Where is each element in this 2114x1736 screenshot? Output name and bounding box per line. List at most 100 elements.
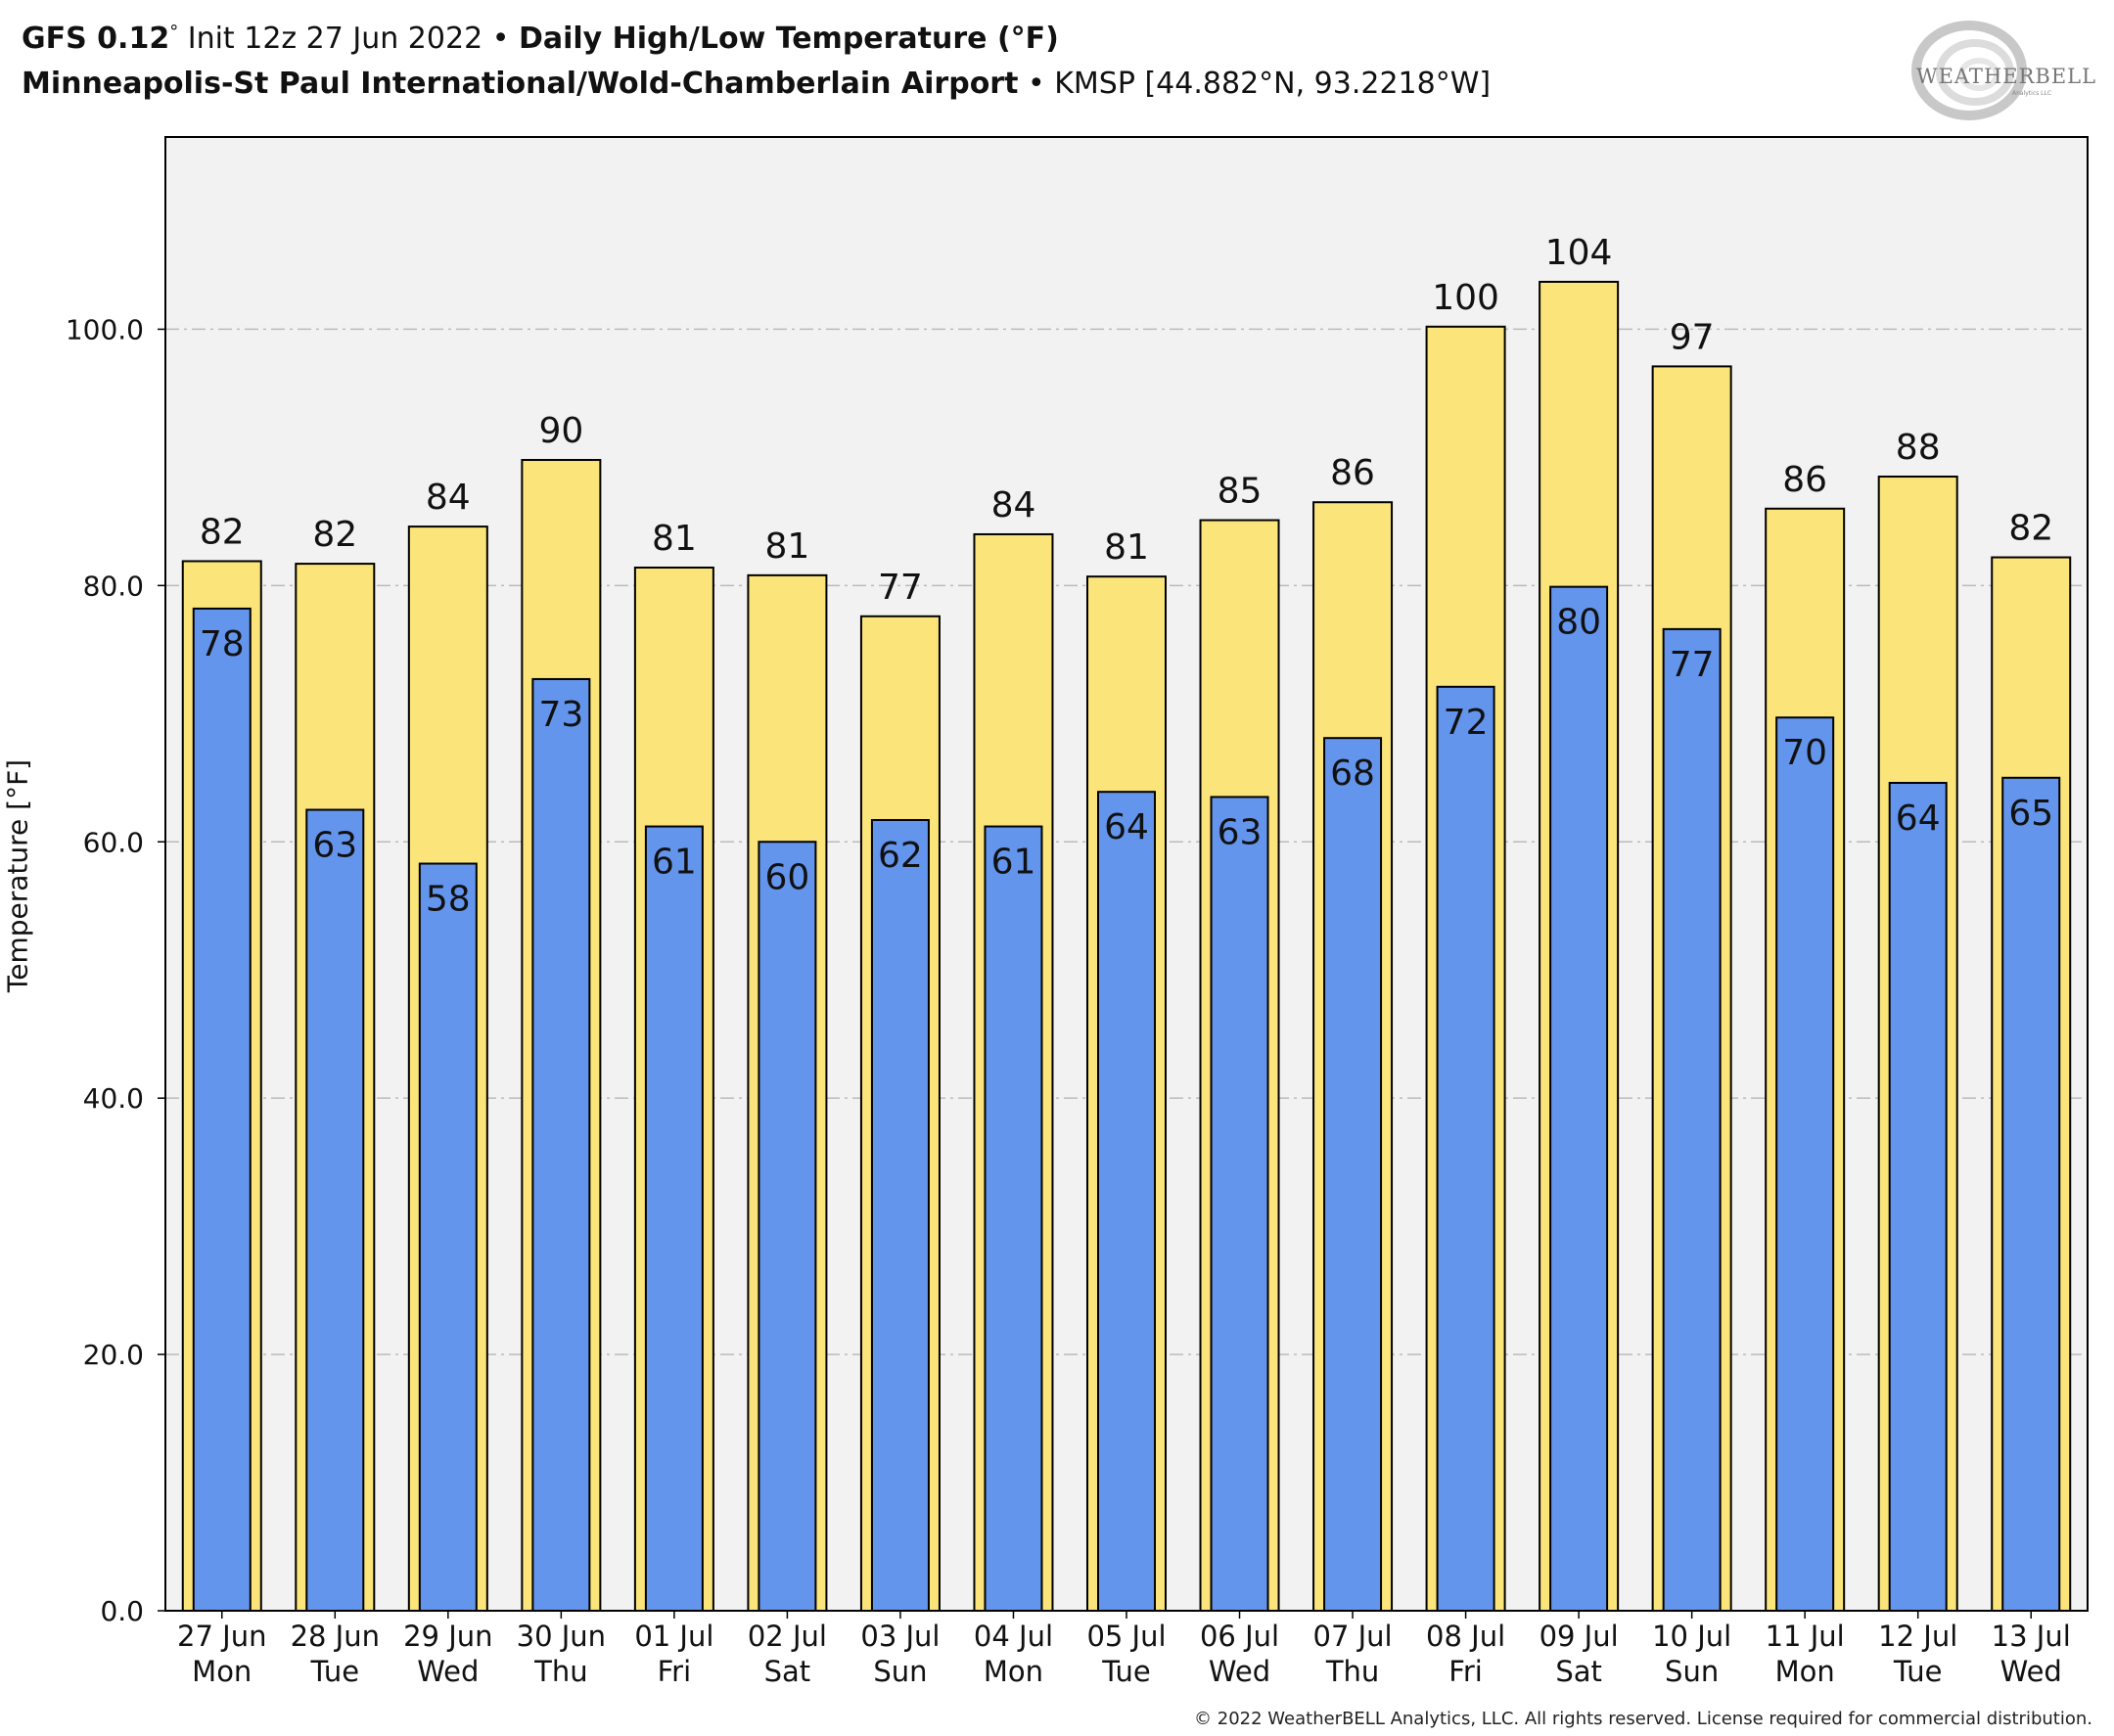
x-tick-weekday: Thu [1325, 1655, 1379, 1688]
x-tick-date: 27 Jun [177, 1620, 266, 1653]
low-bar [870, 818, 930, 1612]
x-tick-date: 07 Jul [1313, 1620, 1393, 1653]
chart-title: Daily High/Low Temperature (°F) [518, 22, 1059, 56]
y-tick-label: 0.0 [100, 1595, 144, 1627]
low-bar [1662, 627, 1722, 1612]
high-value-label: 84 [991, 485, 1036, 525]
x-tick-weekday: Wed [2000, 1655, 2062, 1688]
y-tick-label: 20.0 [83, 1339, 144, 1371]
low-value-label: 73 [538, 695, 583, 735]
x-tick-date: 04 Jul [974, 1620, 1053, 1653]
high-value-label: 90 [538, 411, 583, 451]
y-tick-label: 40.0 [83, 1082, 144, 1115]
x-tick-date: 06 Jul [1200, 1620, 1279, 1653]
low-value-label: 63 [312, 826, 357, 866]
low-value-label: 80 [1556, 603, 1601, 643]
x-tick-weekday: Sun [1665, 1655, 1719, 1688]
low-value-label: 62 [878, 836, 923, 876]
weatherbell-logo: WEATHERBELL Analytics LLC [1908, 14, 2095, 121]
x-tick-date: 30 Jun [517, 1620, 606, 1653]
low-bar [1097, 791, 1156, 1612]
x-tick-date: 02 Jul [748, 1620, 827, 1653]
chart-header: GFS 0.12° Init 12z 27 Jun 2022 • Daily H… [22, 10, 1881, 107]
location-name: Minneapolis-St Paul International/Wold-C… [22, 67, 1019, 101]
low-bar [1775, 716, 1835, 1612]
logo-subtext: Analytics LLC [2012, 90, 2052, 97]
low-bar [1210, 796, 1269, 1612]
high-value-label: 77 [878, 568, 923, 608]
high-value-label: 86 [1330, 453, 1375, 493]
x-tick-weekday: Tue [1893, 1655, 1943, 1688]
high-value-label: 104 [1545, 233, 1613, 273]
header-line-1: GFS 0.12° Init 12z 27 Jun 2022 • Daily H… [22, 10, 1881, 62]
y-axis-label: Temperature [°F] [1, 758, 34, 993]
x-tick-date: 09 Jul [1540, 1620, 1619, 1653]
header-line-2: Minneapolis-St Paul International/Wold-C… [22, 62, 1881, 107]
low-bar [2001, 776, 2061, 1612]
y-tick-label: 100.0 [66, 313, 144, 345]
station-info: KMSP [44.882°N, 93.2218°W] [1054, 67, 1492, 101]
init-time: Init 12z 27 Jun 2022 [187, 22, 483, 56]
high-value-label: 85 [1218, 472, 1263, 512]
logo-swirl-icon [1911, 21, 2027, 120]
high-value-label: 88 [1896, 428, 1941, 468]
low-value-label: 64 [1104, 807, 1149, 847]
x-tick-weekday: Fri [658, 1655, 692, 1688]
low-value-label: 63 [1218, 812, 1263, 852]
x-tick-date: 11 Jul [1766, 1620, 1845, 1653]
low-value-label: 58 [426, 880, 471, 920]
high-value-label: 86 [1782, 460, 1827, 500]
high-value-label: 81 [1104, 527, 1149, 568]
x-tick-weekday: Tue [1101, 1655, 1151, 1688]
low-bar [1888, 782, 1948, 1612]
low-value-label: 72 [1444, 703, 1489, 743]
low-value-label: 61 [652, 843, 697, 883]
low-bar [192, 607, 252, 1612]
high-value-label: 100 [1432, 278, 1499, 318]
bullet-2: • [1028, 67, 1045, 101]
x-tick-date: 05 Jul [1086, 1620, 1166, 1653]
bullet-1: • [491, 22, 510, 56]
x-tick-weekday: Sun [873, 1655, 927, 1688]
x-tick-weekday: Wed [417, 1655, 479, 1688]
low-bar [758, 841, 817, 1612]
x-tick-date: 01 Jul [634, 1620, 713, 1653]
low-value-label: 61 [991, 843, 1036, 883]
low-value-label: 65 [2008, 794, 2053, 834]
high-value-label: 81 [652, 519, 697, 559]
model-name: GFS 0.12 [22, 22, 170, 56]
y-tick-label: 80.0 [83, 570, 144, 602]
x-tick-weekday: Mon [984, 1655, 1043, 1688]
low-value-label: 77 [1670, 645, 1715, 685]
low-bar [418, 862, 478, 1612]
high-value-label: 84 [426, 478, 471, 518]
x-tick-weekday: Fri [1448, 1655, 1483, 1688]
low-value-label: 78 [200, 624, 245, 664]
x-tick-weekday: Mon [1775, 1655, 1835, 1688]
y-tick-label: 60.0 [83, 826, 144, 858]
x-tick-date: 12 Jul [1878, 1620, 1957, 1653]
low-bar [1436, 685, 1495, 1612]
x-tick-weekday: Sat [764, 1655, 811, 1688]
x-tick-weekday: Tue [310, 1655, 360, 1688]
low-bar [305, 808, 365, 1612]
low-value-label: 60 [765, 857, 810, 897]
model-degree: ° [169, 22, 179, 42]
x-tick-date: 10 Jul [1652, 1620, 1731, 1653]
x-tick-date: 28 Jun [291, 1620, 380, 1653]
high-value-label: 81 [765, 526, 810, 567]
x-tick-date: 13 Jul [1992, 1620, 2071, 1653]
low-value-label: 70 [1782, 733, 1827, 773]
low-value-label: 64 [1896, 799, 1941, 839]
x-tick-date: 03 Jul [860, 1620, 940, 1653]
high-value-label: 82 [200, 512, 245, 552]
x-tick-weekday: Wed [1209, 1655, 1270, 1688]
copyright-notice: © 2022 WeatherBELL Analytics, LLC. All r… [1194, 1709, 2092, 1729]
logo-text: WEATHERBELL [1916, 65, 2097, 88]
low-bar [984, 825, 1043, 1612]
plot-frame [164, 136, 2089, 1612]
x-tick-weekday: Thu [533, 1655, 587, 1688]
high-value-label: 82 [2008, 509, 2053, 549]
low-value-label: 68 [1330, 754, 1375, 794]
